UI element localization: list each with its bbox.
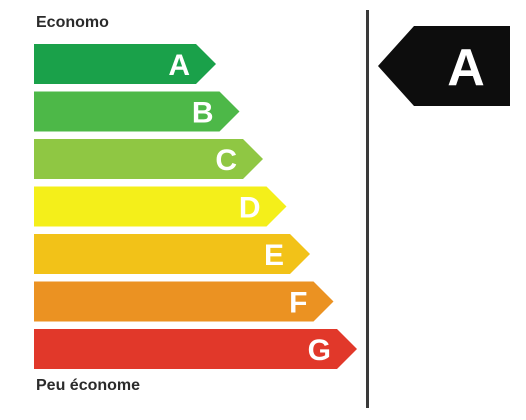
bottom-label: Peu économe [36, 377, 141, 394]
band-f [34, 281, 334, 322]
band-d [34, 186, 287, 227]
band-g-letter: G [308, 334, 331, 367]
band-b-letter: B [192, 97, 214, 130]
rating-indicator-arrow [378, 26, 510, 106]
band-e [34, 234, 310, 274]
band-e-letter: E [264, 239, 284, 272]
top-label: Economo [36, 14, 109, 31]
band-a [34, 44, 216, 84]
rating-indicator: A [378, 26, 510, 106]
band-c-letter: C [215, 144, 237, 177]
band-f-letter: F [289, 287, 307, 320]
band-b [34, 91, 240, 132]
band-c [34, 139, 263, 179]
divider-line [366, 10, 369, 408]
band-a-letter: A [168, 49, 190, 82]
band-d-letter: D [239, 192, 261, 225]
band-g [34, 329, 357, 369]
rating-indicator-letter: A [447, 39, 485, 97]
